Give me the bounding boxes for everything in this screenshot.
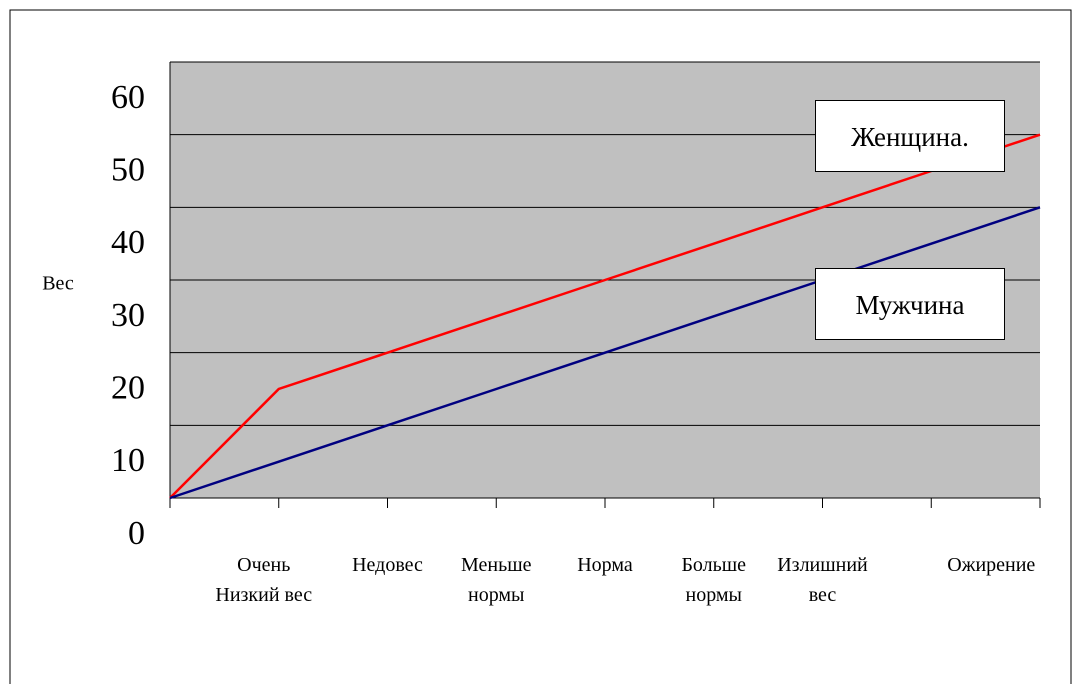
line-series [169, 133, 1041, 499]
x-tick-label: Больше нормы [681, 554, 747, 606]
x-tick-label: Норма [577, 554, 633, 576]
x-tick-label: Ожирение [947, 554, 1036, 576]
y-tick-label: 30 [111, 297, 145, 334]
y-tick-label: 40 [111, 224, 145, 261]
x-tick-label: Очень Низкий вес [215, 554, 313, 606]
y-tick-label: 60 [111, 79, 145, 116]
x-tick-label: Меньше нормы [461, 554, 532, 606]
y-tick-label: 50 [111, 151, 145, 188]
frame [9, 9, 1072, 684]
y-tick-label: 20 [111, 369, 145, 406]
y-tick-label: 10 [111, 442, 145, 479]
legend-entry: Мужчина [815, 268, 1005, 340]
x-tick-label: Излишний вес [777, 554, 868, 606]
line-series [169, 206, 1041, 500]
legend-entry: Женщина. [815, 100, 1005, 172]
y-tick-label: 0 [128, 515, 145, 552]
y-axis-label: Вес [42, 273, 74, 295]
x-tick-label: Недовес [352, 554, 423, 576]
